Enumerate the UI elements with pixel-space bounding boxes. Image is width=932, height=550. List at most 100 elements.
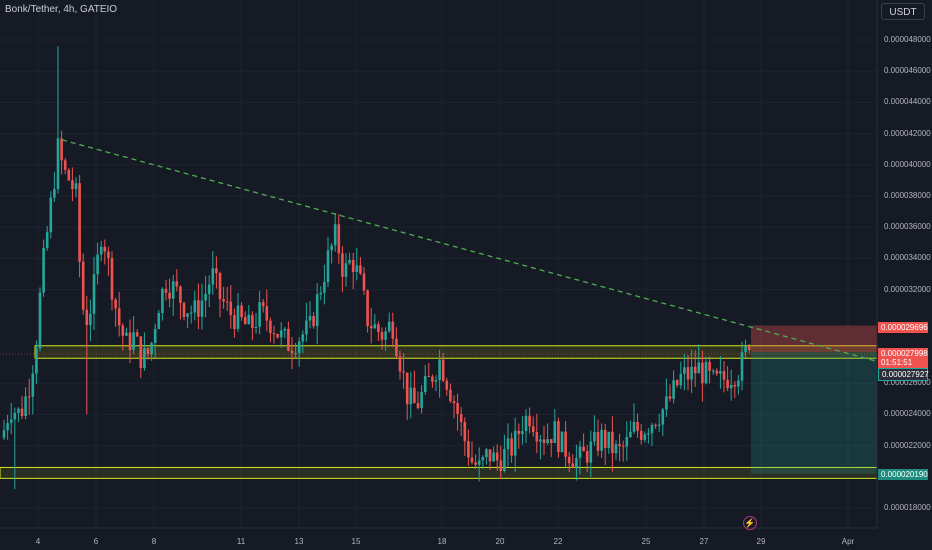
target-price-label: 0.000020190 [878, 469, 928, 480]
candle-body [621, 446, 625, 448]
candle-body [211, 268, 215, 285]
candle-body [650, 424, 654, 434]
candle-body [521, 431, 524, 434]
candle-body [549, 439, 553, 444]
candle-body [308, 316, 312, 321]
candle-body [380, 331, 384, 340]
candle-body [499, 460, 503, 472]
candle-body [38, 292, 42, 349]
candle-body [207, 284, 211, 294]
candle-body [643, 434, 647, 440]
x-tick-label: 22 [553, 537, 563, 546]
y-tick-label: 0.000022000 [884, 440, 931, 450]
candle-body [402, 371, 405, 373]
candle-body [89, 313, 92, 326]
candle-body [150, 342, 153, 355]
candle-body [189, 312, 193, 314]
candle-body [513, 430, 517, 456]
candle-body [92, 274, 96, 314]
candle-body [9, 419, 13, 424]
candle-body [557, 421, 560, 453]
candle-body [56, 138, 60, 190]
candle-body [683, 367, 686, 374]
x-tick-label: 18 [437, 537, 447, 546]
candle-body [459, 413, 463, 423]
candle-body [585, 451, 589, 463]
candle-body [315, 294, 319, 327]
candle-body [722, 371, 726, 380]
candle-body [45, 232, 49, 248]
candle-body [445, 380, 449, 390]
candle-body [6, 423, 9, 431]
candle-body [49, 197, 53, 233]
grid-lines [0, 0, 877, 528]
candle-body [387, 321, 391, 332]
candle-body [265, 306, 269, 321]
candle-body [146, 348, 150, 355]
candle-body [197, 300, 200, 317]
y-tick-label: 0.000026000 [884, 378, 931, 388]
candle-body [153, 329, 157, 343]
candle-body [81, 261, 85, 310]
candle-body [582, 446, 585, 452]
candle-body [409, 387, 413, 405]
candle-body [99, 246, 103, 255]
candle-body [434, 380, 438, 382]
candle-body [560, 431, 564, 453]
y-tick-label: 0.000036000 [884, 222, 931, 232]
candle-body [539, 439, 542, 442]
candle-body [737, 380, 740, 387]
candle-body [247, 314, 251, 325]
candle-body [359, 265, 362, 274]
candle-body [60, 138, 63, 161]
candle-body [164, 288, 168, 293]
candle-body [200, 300, 204, 317]
short-position-tool [751, 325, 877, 474]
currency-button[interactable]: USDT [881, 3, 925, 20]
candle-body [740, 352, 744, 381]
candle-body [467, 441, 470, 458]
candle-body [114, 299, 117, 309]
candle-body [42, 247, 45, 293]
x-tick-label: 20 [495, 537, 505, 546]
candle-body [125, 332, 128, 336]
candle-body [287, 328, 290, 351]
candle-body [672, 380, 675, 399]
candle-body [85, 309, 89, 326]
lightning-icon[interactable]: ⚡ [743, 516, 757, 530]
candle-body [326, 250, 330, 283]
candle-body [607, 431, 611, 448]
candle-body [261, 302, 265, 307]
candle-body [355, 265, 359, 272]
candle-body [618, 444, 621, 447]
candle-body [186, 313, 189, 317]
candle-body [96, 254, 99, 275]
candle-body [294, 353, 297, 355]
candle-body [157, 313, 161, 330]
candle-body [233, 315, 236, 330]
candle-body [575, 457, 578, 468]
candle-body [24, 396, 27, 416]
candle-body [74, 183, 78, 190]
candle-body [564, 431, 567, 457]
candle-body [398, 356, 402, 372]
candle-body [333, 224, 337, 246]
candle-body [377, 324, 380, 332]
entry-price-label: 0.000027927 [878, 368, 929, 381]
candle-body [470, 457, 474, 463]
candle-body [35, 348, 38, 374]
candle-body [143, 348, 146, 369]
candle-body [456, 403, 459, 414]
candle-body [528, 415, 531, 427]
candle-body [305, 320, 308, 335]
x-tick-label: 27 [699, 537, 709, 546]
descending-trendline [61, 139, 878, 362]
candle-body [13, 412, 17, 420]
candle-body [675, 380, 679, 386]
candle-body [571, 463, 575, 468]
candle-body [218, 273, 222, 300]
candle-body [625, 437, 629, 447]
candle-body [492, 452, 495, 462]
candle-body [697, 362, 701, 374]
